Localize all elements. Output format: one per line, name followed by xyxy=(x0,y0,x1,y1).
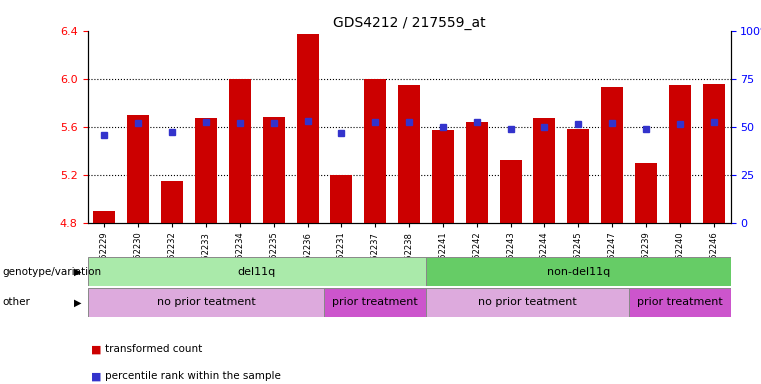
Bar xyxy=(263,117,285,223)
Text: ▶: ▶ xyxy=(74,297,81,308)
Bar xyxy=(297,34,319,223)
Text: percentile rank within the sample: percentile rank within the sample xyxy=(105,371,281,381)
Text: ■: ■ xyxy=(91,371,102,381)
Text: transformed count: transformed count xyxy=(105,344,202,354)
Bar xyxy=(365,79,386,223)
Bar xyxy=(533,118,556,223)
Bar xyxy=(94,211,116,223)
Text: genotype/variation: genotype/variation xyxy=(2,266,101,277)
Bar xyxy=(669,85,691,223)
Text: no prior teatment: no prior teatment xyxy=(478,297,577,308)
Text: prior treatment: prior treatment xyxy=(333,297,418,308)
Bar xyxy=(635,163,657,223)
Text: prior treatment: prior treatment xyxy=(637,297,723,308)
Bar xyxy=(330,175,352,223)
Bar xyxy=(702,84,724,223)
Text: non-del11q: non-del11q xyxy=(546,266,610,277)
Text: ▶: ▶ xyxy=(74,266,81,277)
Text: del11q: del11q xyxy=(237,266,275,277)
Bar xyxy=(88,257,426,286)
Bar xyxy=(426,257,731,286)
Bar xyxy=(629,288,731,317)
Bar xyxy=(499,161,521,223)
Title: GDS4212 / 217559_at: GDS4212 / 217559_at xyxy=(333,16,486,30)
Bar xyxy=(432,130,454,223)
Bar xyxy=(398,85,420,223)
Bar xyxy=(195,118,217,223)
Bar xyxy=(229,79,251,223)
Bar xyxy=(466,122,488,223)
Bar xyxy=(161,181,183,223)
Text: ■: ■ xyxy=(91,344,102,354)
Bar xyxy=(601,87,623,223)
Bar xyxy=(127,115,149,223)
Bar xyxy=(324,288,426,317)
Bar xyxy=(426,288,629,317)
Bar xyxy=(567,129,589,223)
Bar xyxy=(88,288,324,317)
Text: no prior teatment: no prior teatment xyxy=(157,297,256,308)
Text: other: other xyxy=(2,297,30,308)
